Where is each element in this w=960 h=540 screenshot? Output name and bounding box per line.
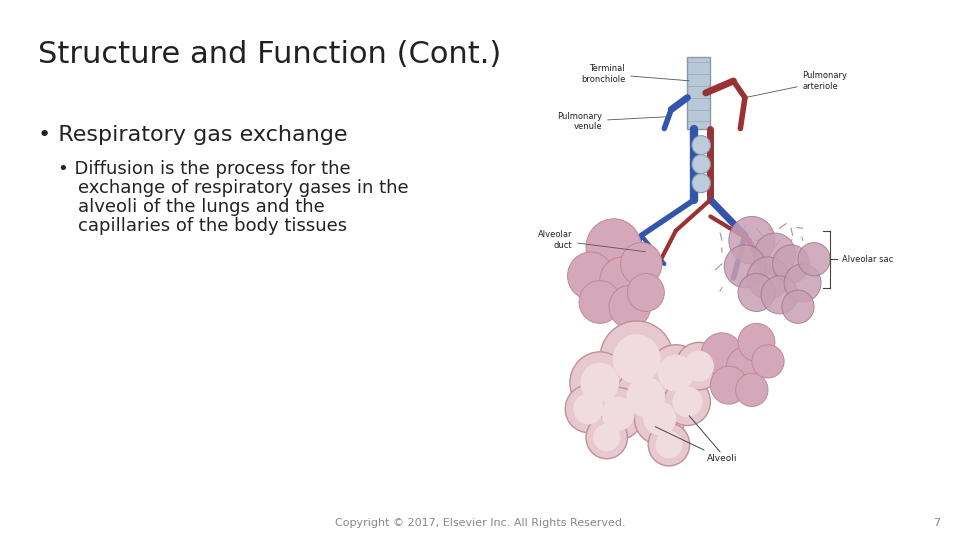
Circle shape xyxy=(727,347,763,385)
Circle shape xyxy=(755,233,796,276)
Text: Alveolar
duct: Alveolar duct xyxy=(538,231,645,252)
Circle shape xyxy=(579,281,620,323)
Circle shape xyxy=(724,245,766,288)
Text: Copyright © 2017, Elsevier Inc. All Rights Reserved.: Copyright © 2017, Elsevier Inc. All Righ… xyxy=(335,518,625,528)
Circle shape xyxy=(735,373,768,407)
Circle shape xyxy=(798,242,830,276)
Circle shape xyxy=(684,350,714,382)
Circle shape xyxy=(692,154,710,174)
Circle shape xyxy=(784,264,821,302)
Circle shape xyxy=(701,333,743,376)
Circle shape xyxy=(620,242,662,285)
Text: Alveoli: Alveoli xyxy=(656,427,737,463)
Text: Pulmonary
arteriole: Pulmonary arteriole xyxy=(748,71,848,97)
Text: alveoli of the lungs and the: alveoli of the lungs and the xyxy=(78,198,324,216)
Circle shape xyxy=(664,378,710,426)
Circle shape xyxy=(600,321,674,397)
Circle shape xyxy=(729,217,775,264)
Text: • Respiratory gas exchange: • Respiratory gas exchange xyxy=(38,125,348,145)
Circle shape xyxy=(573,394,603,424)
Circle shape xyxy=(648,345,704,402)
Circle shape xyxy=(781,290,814,323)
Bar xyxy=(687,57,710,129)
Text: Pulmonary
venule: Pulmonary venule xyxy=(557,112,666,131)
Circle shape xyxy=(593,423,620,451)
Circle shape xyxy=(658,355,694,392)
Circle shape xyxy=(586,219,641,276)
Text: Alveolar sac: Alveolar sac xyxy=(842,255,893,264)
Circle shape xyxy=(593,388,643,440)
Circle shape xyxy=(600,257,646,305)
Circle shape xyxy=(761,276,798,314)
Circle shape xyxy=(672,386,703,417)
Circle shape xyxy=(738,273,775,312)
Circle shape xyxy=(570,352,630,414)
Circle shape xyxy=(692,136,710,154)
Text: Terminal
bronchiole: Terminal bronchiole xyxy=(581,64,689,84)
Circle shape xyxy=(710,366,747,404)
Text: capillaries of the body tissues: capillaries of the body tissues xyxy=(78,217,348,235)
Text: • Diffusion is the process for the: • Diffusion is the process for the xyxy=(58,160,350,178)
Circle shape xyxy=(612,334,660,384)
Circle shape xyxy=(752,345,784,378)
Text: exchange of respiratory gases in the: exchange of respiratory gases in the xyxy=(78,179,409,197)
Circle shape xyxy=(567,252,613,300)
Text: Structure and Function (Cont.): Structure and Function (Cont.) xyxy=(38,40,501,69)
Circle shape xyxy=(676,342,722,390)
Circle shape xyxy=(692,174,710,193)
Circle shape xyxy=(628,273,664,312)
Circle shape xyxy=(602,397,635,430)
Circle shape xyxy=(648,423,689,466)
Circle shape xyxy=(656,430,683,458)
Circle shape xyxy=(581,363,619,403)
Circle shape xyxy=(616,366,676,428)
Circle shape xyxy=(643,401,676,435)
Circle shape xyxy=(773,245,809,283)
Circle shape xyxy=(627,377,665,417)
Circle shape xyxy=(747,257,789,300)
Text: 7: 7 xyxy=(933,518,940,528)
Circle shape xyxy=(738,323,775,361)
Circle shape xyxy=(609,285,651,328)
Circle shape xyxy=(635,392,685,444)
Circle shape xyxy=(586,416,628,459)
Circle shape xyxy=(565,385,612,433)
